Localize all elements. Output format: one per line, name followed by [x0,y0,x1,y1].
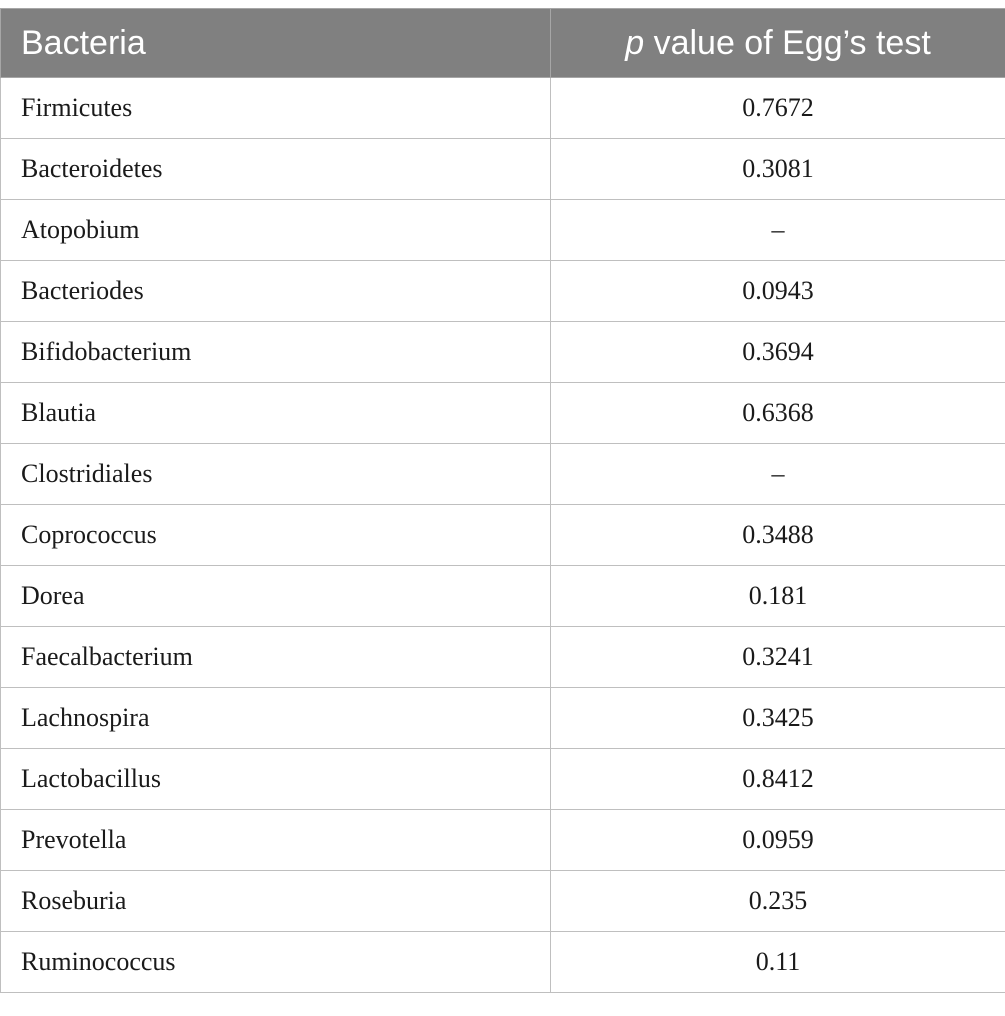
table-row: Lactobacillus 0.8412 [0,748,1005,810]
p-value: 0.3081 [550,138,1005,200]
p-value: 0.0943 [550,260,1005,322]
bacteria-name: Bifidobacterium [0,321,551,383]
p-value: 0.3694 [550,321,1005,383]
table-row: Coprococcus 0.3488 [0,504,1005,566]
table-row: Bacteroidetes 0.3081 [0,138,1005,200]
bacteria-name: Bacteroidetes [0,138,551,200]
bacteria-name: Clostridiales [0,443,551,505]
bacteria-name: Coprococcus [0,504,551,566]
p-value: – [550,443,1005,505]
table-row: Bifidobacterium 0.3694 [0,321,1005,383]
bacteria-name: Lactobacillus [0,748,551,810]
bacteria-name: Blautia [0,382,551,444]
p-value: 0.7672 [550,77,1005,139]
bacteria-name: Roseburia [0,870,551,932]
bacteria-name: Dorea [0,565,551,627]
table-header: Bacteria p value of Egg’s test [0,8,1005,78]
header-p-symbol: p [625,23,645,62]
table-row: Blautia 0.6368 [0,382,1005,444]
results-table: Bacteria p value of Egg’s test Firmicute… [0,8,1005,993]
table-body: Firmicutes 0.7672 Bacteroidetes 0.3081 Ato… [0,77,1005,993]
table-row: Bacteriodes 0.0943 [0,260,1005,322]
table-row: Atopobium – [0,199,1005,261]
table-row: Faecalbacterium 0.3241 [0,626,1005,688]
header-p-value: p value of Egg’s test [550,8,1005,78]
table-row: Prevotella 0.0959 [0,809,1005,871]
p-value: 0.235 [550,870,1005,932]
bacteria-name: Ruminococcus [0,931,551,993]
p-value: 0.6368 [550,382,1005,444]
p-value: 0.8412 [550,748,1005,810]
p-value: 0.3488 [550,504,1005,566]
p-value: 0.11 [550,931,1005,993]
table-row: Lachnospira 0.3425 [0,687,1005,749]
table-row: Firmicutes 0.7672 [0,77,1005,139]
bacteria-name: Atopobium [0,199,551,261]
table-row: Dorea 0.181 [0,565,1005,627]
p-value: 0.181 [550,565,1005,627]
header-row: Bacteria p value of Egg’s test [0,8,1005,78]
bacteria-name: Bacteriodes [0,260,551,322]
bacteria-name: Firmicutes [0,77,551,139]
bacteria-name: Lachnospira [0,687,551,749]
p-value: 0.0959 [550,809,1005,871]
p-value: – [550,199,1005,261]
p-value: 0.3241 [550,626,1005,688]
table-row: Roseburia 0.235 [0,870,1005,932]
header-p-value-label: value of Egg’s test [644,23,931,62]
bacteria-name: Faecalbacterium [0,626,551,688]
table-row: Ruminococcus 0.11 [0,931,1005,993]
bacteria-name: Prevotella [0,809,551,871]
header-bacteria: Bacteria [0,8,551,78]
table-row: Clostridiales – [0,443,1005,505]
p-value: 0.3425 [550,687,1005,749]
